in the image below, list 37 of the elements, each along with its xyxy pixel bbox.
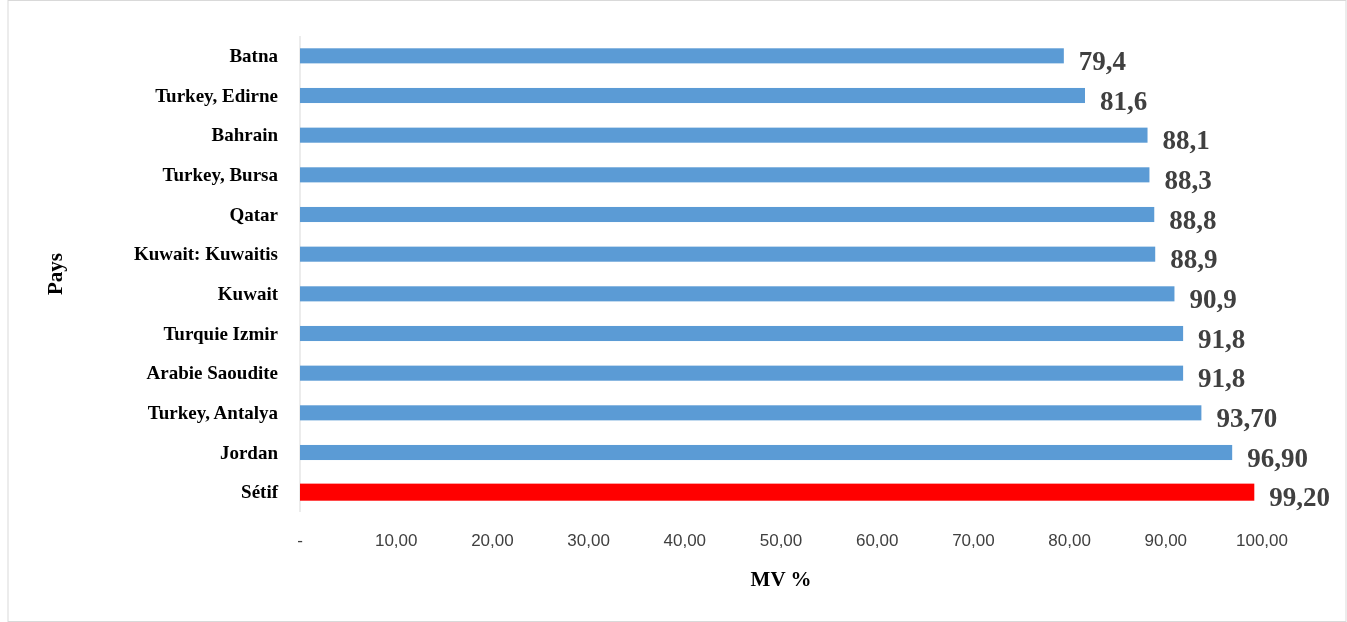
y-tick-label: Qatar bbox=[229, 203, 279, 225]
data-label: 96,90 bbox=[1247, 442, 1308, 473]
y-tick-label: Turkey, Bursa bbox=[162, 163, 279, 185]
y-tick-label: Turquie Izmir bbox=[163, 322, 279, 344]
x-tick-label: 10,00 bbox=[374, 531, 418, 550]
y-tick-label: Arabie Saoudite bbox=[146, 362, 278, 384]
y-tick-label: Sétif bbox=[241, 481, 279, 503]
x-tick-label: 70,00 bbox=[952, 531, 995, 550]
data-label: 93,70 bbox=[1216, 402, 1278, 433]
y-tick-label: Bahrain bbox=[211, 124, 279, 146]
data-label: 91,8 bbox=[1198, 323, 1246, 354]
data-label: 81,6 bbox=[1099, 85, 1148, 116]
x-tick-label: 50,00 bbox=[759, 531, 803, 550]
data-label: 90,9 bbox=[1189, 283, 1237, 314]
y-tick-label: Batna bbox=[229, 44, 279, 66]
y-tick-label: Kuwait: Kuwaitis bbox=[133, 243, 278, 265]
x-axis-title: MV % bbox=[750, 567, 812, 591]
y-tick-label: Jordan bbox=[219, 441, 279, 463]
data-label: 88,9 bbox=[1170, 244, 1218, 275]
x-tick-label: 30,00 bbox=[567, 531, 610, 550]
data-label: 79,4 bbox=[1078, 45, 1127, 76]
y-tick-label: Kuwait bbox=[217, 282, 279, 304]
data-label: 88,3 bbox=[1164, 164, 1212, 195]
y-tick-label: Turkey, Antalya bbox=[147, 401, 279, 423]
data-label: 99,20 bbox=[1269, 482, 1331, 513]
x-tick-label: 40,00 bbox=[663, 531, 707, 550]
x-tick-label: 80,00 bbox=[1048, 531, 1091, 550]
x-tick-label: 60,00 bbox=[855, 531, 899, 550]
x-tick-label: 100,00 bbox=[1236, 531, 1288, 550]
data-label: 91,8 bbox=[1198, 363, 1246, 394]
data-label: 88,1 bbox=[1162, 125, 1210, 156]
x-tick-label: 90,00 bbox=[1144, 531, 1188, 550]
y-axis-title: Pays bbox=[43, 253, 67, 295]
data-label: 88,8 bbox=[1169, 204, 1217, 235]
x-tick-label: 20,00 bbox=[471, 531, 514, 550]
y-tick-label: Turkey, Edirne bbox=[155, 84, 278, 106]
x-tick-label: - bbox=[297, 531, 303, 550]
